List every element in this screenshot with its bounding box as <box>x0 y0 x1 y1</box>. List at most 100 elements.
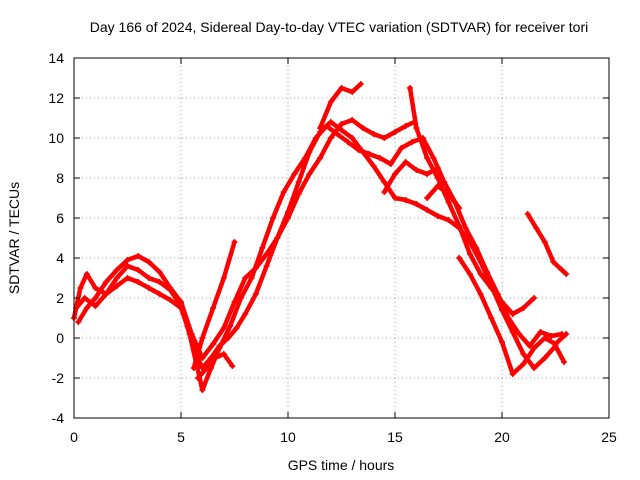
data-point <box>220 325 227 331</box>
data-point <box>357 81 364 87</box>
data-point <box>441 179 448 185</box>
data-point <box>526 343 533 349</box>
data-point <box>156 291 163 297</box>
data-point <box>466 239 473 245</box>
data-point <box>216 343 223 349</box>
plot-frame <box>73 57 610 419</box>
y-tick-label: 8 <box>56 170 64 186</box>
data-point <box>430 155 437 161</box>
data-point <box>520 351 527 357</box>
data-point <box>550 259 557 265</box>
data-point <box>434 165 441 171</box>
data-point <box>220 351 227 357</box>
data-point <box>113 275 120 281</box>
data-point <box>349 89 356 95</box>
data-point <box>366 151 373 157</box>
data-point <box>259 245 266 251</box>
data-point <box>370 163 377 169</box>
data-point <box>167 297 174 303</box>
data-point <box>103 279 110 285</box>
data-point <box>145 259 152 265</box>
data-point <box>533 225 540 231</box>
data-point <box>338 85 345 91</box>
data-point <box>263 263 270 269</box>
data-point <box>445 191 452 197</box>
data-point <box>402 197 409 203</box>
series-line <box>71 123 565 393</box>
y-tick-label: 6 <box>56 210 64 226</box>
data-point <box>242 275 249 281</box>
data-point <box>231 299 238 305</box>
data-point <box>392 171 398 177</box>
y-tick-label: 2 <box>56 290 64 306</box>
data-point <box>338 121 345 127</box>
data-point <box>113 267 120 273</box>
data-point <box>563 271 570 277</box>
data-point <box>233 325 240 331</box>
data-point <box>466 271 473 277</box>
y-tick-label: -2 <box>52 370 65 386</box>
data-point <box>359 125 366 131</box>
data-point <box>124 257 131 263</box>
data-point <box>92 303 99 309</box>
data-point <box>424 155 431 161</box>
data-point <box>274 235 281 241</box>
data-point <box>83 305 90 311</box>
data-point <box>531 295 538 301</box>
data-point <box>456 205 463 211</box>
data-point <box>145 275 152 281</box>
x-tick-label: 5 <box>177 429 185 445</box>
data-point <box>242 311 249 317</box>
data-point <box>210 341 217 347</box>
data-point <box>270 215 277 221</box>
data-point <box>252 265 259 271</box>
x-tick-label: 10 <box>280 429 296 445</box>
data-point <box>541 355 548 361</box>
data-point <box>227 323 234 329</box>
data-point <box>541 239 548 245</box>
data-point <box>434 175 441 181</box>
series-line <box>525 211 569 277</box>
data-point <box>563 331 570 337</box>
data-point <box>531 365 538 371</box>
series-line <box>191 239 237 371</box>
data-point <box>248 275 255 281</box>
data-point <box>499 339 505 345</box>
data-point <box>424 195 431 201</box>
data-point <box>199 387 206 393</box>
data-point <box>199 335 206 341</box>
data-point <box>541 335 548 341</box>
data-point <box>392 195 398 201</box>
data-point <box>477 291 484 297</box>
data-point <box>548 333 555 339</box>
data-point <box>156 279 163 285</box>
data-point <box>317 155 324 161</box>
data-point <box>488 315 495 321</box>
data-point <box>220 275 227 281</box>
data-point <box>398 145 405 151</box>
data-point <box>381 189 388 195</box>
data-point <box>92 285 99 291</box>
data-point <box>456 223 463 229</box>
series-line <box>382 159 441 195</box>
data-point <box>225 335 232 341</box>
data-point <box>285 215 291 221</box>
data-point <box>434 183 441 189</box>
data-point <box>190 347 197 353</box>
data-point <box>537 329 544 335</box>
data-point <box>531 345 538 351</box>
data-point <box>306 171 313 177</box>
data-point <box>280 189 287 195</box>
data-point <box>135 267 142 273</box>
x-axis-label: GPS time / hours <box>288 457 395 473</box>
data-point <box>190 365 197 371</box>
data-point <box>124 275 131 281</box>
data-point <box>167 285 174 291</box>
x-tick-label: 25 <box>601 429 617 445</box>
data-point <box>381 135 388 141</box>
data-point <box>477 271 484 277</box>
data-point <box>392 129 398 135</box>
x-tick-label: 0 <box>70 429 78 445</box>
x-tick-label: 15 <box>387 429 403 445</box>
data-point <box>295 179 302 185</box>
